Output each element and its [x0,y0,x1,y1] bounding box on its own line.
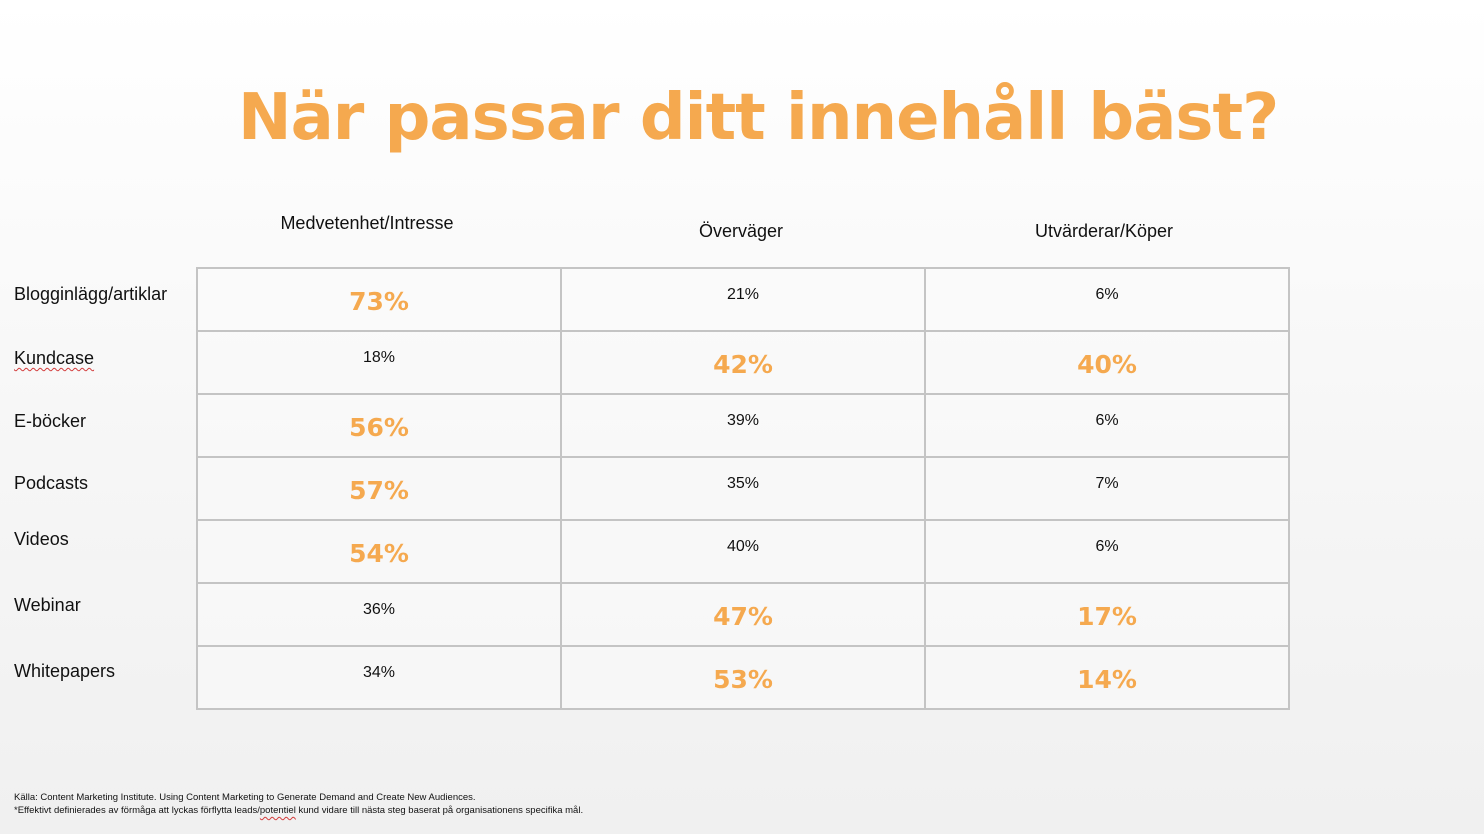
content-stage-table: 73% 21% 6% 18% 42% 40% 56% 39% 6% 57% 35% 7% 54% 40% 6… [196,267,1290,710]
table-row: 18% 42% 40% [196,330,1290,395]
cell-value: 18% [362,348,396,366]
table-cell: 34% [196,645,562,710]
table-cell: 6% [924,519,1290,584]
row-label-ebooks: E-böcker [14,411,87,431]
row-label-case: Kundcase [14,348,94,369]
highlighted-value: 14% [1077,665,1137,694]
row-label-videos: Videos [14,529,69,549]
row-label-case-text: Kundcase [14,348,95,368]
cell-value: 40% [726,537,760,555]
highlighted-value: 56% [349,413,409,442]
column-header-consideration: Överväger [698,221,784,241]
table-cell: 7% [924,456,1290,521]
table-cell: 6% [924,393,1290,458]
table-cell: 57% [196,456,562,521]
footnote-definition-start: *Effektivt definierades av förmåga att l… [14,805,260,816]
row-label-blog: Blogginlägg/artiklar [14,284,168,304]
table-cell: 14% [924,645,1290,710]
footnote-definition: *Effektivt definierades av förmåga att l… [14,805,583,816]
table-row: 57% 35% 7% [196,456,1290,521]
table-cell: 6% [924,267,1290,332]
highlighted-value: 73% [349,287,409,316]
table-cell: 73% [196,267,562,332]
table-cell: 40% [924,330,1290,395]
table-row: 73% 21% 6% [196,267,1290,332]
table-cell: 40% [560,519,926,584]
highlighted-value: 54% [349,539,409,568]
table-cell: 54% [196,519,562,584]
row-label-whitepapers: Whitepapers [14,661,116,681]
cell-value: 39% [726,411,760,429]
table-cell: 39% [560,393,926,458]
cell-value: 35% [726,474,760,492]
table-cell: 53% [560,645,926,710]
page-title: När passar ditt innehåll bäst? [238,81,1279,155]
cell-value: 21% [726,285,760,303]
row-label-webinar: Webinar [14,595,81,615]
table-cell: 18% [196,330,562,395]
column-header-awareness: Medvetenhet/Intresse [280,213,454,233]
highlighted-value: 42% [713,350,773,379]
cell-value: 34% [362,663,396,681]
highlighted-value: 17% [1077,602,1137,631]
table-cell: 36% [196,582,562,647]
table-cell: 17% [924,582,1290,647]
table-cell: 21% [560,267,926,332]
table-row: 34% 53% 14% [196,645,1290,710]
table-cell: 42% [560,330,926,395]
table-row: 36% 47% 17% [196,582,1290,647]
column-header-evaluation: Utvärderar/Köper [1034,221,1174,241]
table-cell: 35% [560,456,926,521]
table-row: 54% 40% 6% [196,519,1290,584]
table-cell: 56% [196,393,562,458]
table-row: 56% 39% 6% [196,393,1290,458]
cell-value: 7% [1095,474,1119,492]
cell-value: 6% [1095,285,1119,303]
footnote-source: Källa: Content Marketing Institute. Usin… [14,792,476,803]
highlighted-value: 57% [349,476,409,505]
cell-value: 6% [1095,537,1119,555]
table-cell: 47% [560,582,926,647]
cell-value: 6% [1095,411,1119,429]
footnote-definition-end: kund vidare till nästa steg baserat på o… [295,805,584,816]
highlighted-value: 53% [713,665,773,694]
row-label-podcasts: Podcasts [14,473,89,493]
highlighted-value: 47% [713,602,773,631]
cell-value: 36% [362,600,396,618]
footnote-flagged-word: potentiel [259,805,296,816]
highlighted-value: 40% [1077,350,1137,379]
